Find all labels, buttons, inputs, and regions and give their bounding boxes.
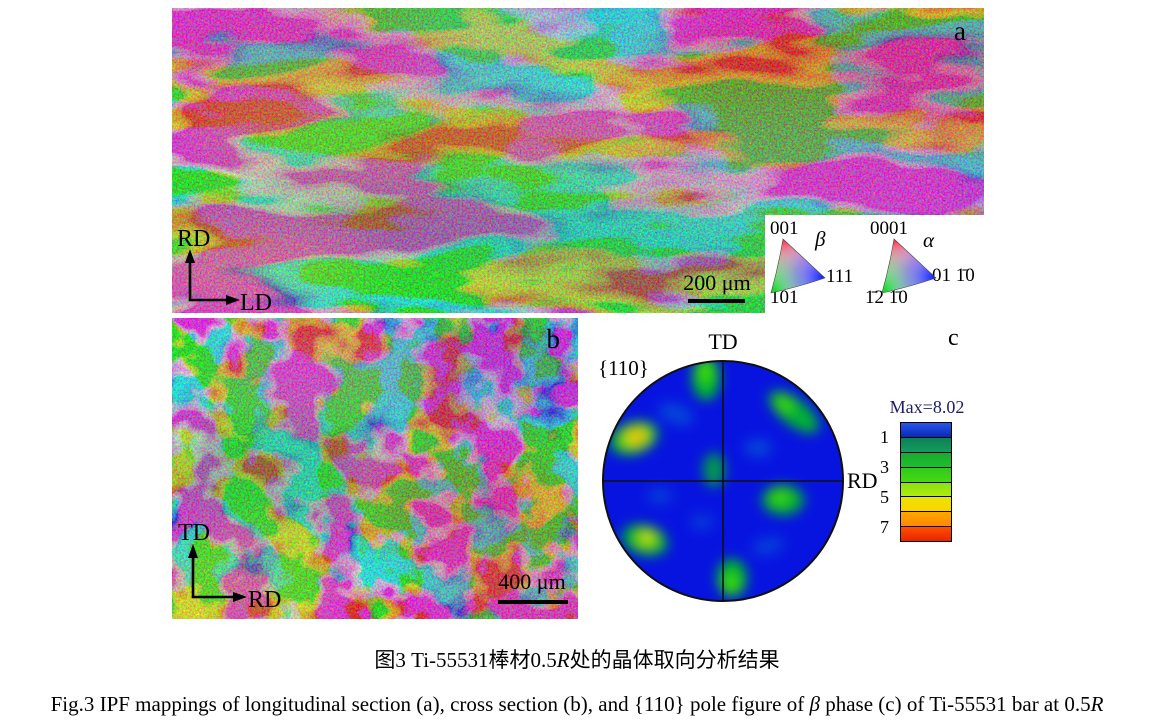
caption-en-text-2: phase (c) of Ti-55531 bar at 0.5 [819, 692, 1091, 716]
pole-intensity-blob [703, 453, 725, 487]
colorbar-segment [901, 423, 951, 438]
beta-corner-111-label: 111 [826, 266, 854, 287]
colorbar-tick-label: 5 [880, 487, 889, 507]
colorbar-segment [901, 482, 951, 498]
pole-intensity-blob [775, 396, 793, 412]
arrow-up-icon [185, 249, 195, 263]
colorbar-segment [901, 527, 951, 541]
panel-a-ipf-map-longitudinal: a RD LD 200 μm 001 β 111 101 [172, 8, 984, 313]
pole-axis-rd-label: RD [847, 468, 878, 493]
pole-intensity-blob [690, 514, 714, 530]
pole-intensity-blob [724, 576, 738, 592]
pole-intensity-blob [658, 402, 694, 426]
panel-b-axis-td-label: TD [178, 520, 210, 546]
beta-ipf-triangle [770, 238, 826, 294]
beta-corner-101-label: 101 [770, 287, 799, 308]
alpha-corner-1210-label: 1̄2 1̄0 [865, 287, 908, 308]
panel-b-scalebar-label: 400 μm [498, 569, 566, 594]
panel-a-scalebar [688, 299, 745, 303]
colorbar-segment [901, 437, 951, 453]
panel-b-microstructure-texture [172, 318, 578, 619]
ipf-color-key-legend: 001 β 111 101 [765, 215, 984, 313]
caption-chinese: 图3 Ti-55531棒材0.5R处的晶体取向分析结果 [0, 646, 1154, 674]
panel-a-microstructure-texture [172, 8, 984, 313]
pole-figure-plot [602, 360, 844, 602]
alpha-phase-label: α [923, 228, 935, 252]
pole-intensity-blob [647, 488, 673, 504]
colorbar-segment [901, 512, 951, 528]
colorbar-tick-label: 3 [880, 457, 889, 477]
colorbar-tick-label: 7 [880, 517, 889, 537]
pole-circle-outline [602, 360, 844, 602]
pole-figure [598, 356, 848, 606]
pole-intensity-blob [640, 532, 654, 544]
caption-en-italic-r: R [1090, 692, 1104, 716]
panel-a-axis-ld-label: LD [240, 290, 272, 313]
panel-c-label: c [948, 325, 959, 351]
pole-intensity-blob [752, 536, 784, 556]
caption-english: Fig.3 IPF mappings of longitudinal secti… [0, 690, 1154, 718]
panel-b-label: b [546, 324, 561, 354]
arrow-right-icon [233, 592, 247, 602]
beta-phase-label: β [815, 227, 826, 251]
panel-b-axes-arrows [188, 544, 247, 602]
caption-cn-text-2: 处的晶体取向分析结果 [569, 648, 780, 672]
pole-intensity-blob [698, 361, 712, 381]
pole-axis-td-label: TD [708, 329, 738, 354]
arrow-up-icon [188, 544, 198, 558]
arrow-right-icon [226, 295, 240, 305]
alpha-corner-0110-label: 01 1̄0 [932, 265, 975, 286]
colorbar-segment [901, 497, 951, 513]
pole-intensity-blob [744, 439, 772, 457]
colorbar-ticks: 1 3 5 7 [870, 422, 894, 542]
panel-a-axis-rd-label: RD [177, 226, 211, 252]
colorbar-segment [901, 452, 951, 468]
colorbar-segment [901, 467, 951, 483]
panel-b-ipf-map-cross-section: b TD RD 400 μm [172, 318, 578, 619]
panel-b-axis-rd-label: RD [248, 587, 282, 613]
alpha-corner-0001-label: 0001 [870, 218, 908, 239]
pole-intensity-blob [634, 434, 640, 440]
pole-family-label: {110} [598, 356, 649, 380]
panel-a-label: a [954, 16, 966, 46]
colorbar-max-label: Max=8.02 [889, 397, 965, 417]
alpha-ipf-triangle [881, 238, 937, 294]
caption-cn-italic-r: R [556, 648, 570, 672]
beta-corner-001-label: 001 [770, 218, 799, 239]
panel-b-scalebar [498, 600, 568, 604]
panel-a-scalebar-label: 200 μm [683, 270, 751, 295]
colorbar-tick-label: 1 [880, 427, 889, 447]
panel-a-axes-arrows [185, 249, 240, 305]
colorbar-segments [900, 422, 952, 542]
caption-en-italic-beta: β [809, 692, 820, 716]
pole-intensity-blob [772, 490, 788, 504]
caption-en-text: Fig.3 IPF mappings of longitudinal secti… [50, 692, 810, 716]
caption-cn-text: 图3 Ti-55531棒材0.5 [374, 648, 557, 672]
